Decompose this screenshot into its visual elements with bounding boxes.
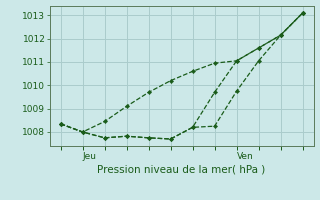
X-axis label: Pression niveau de la mer( hPa ): Pression niveau de la mer( hPa ) [98,165,266,175]
